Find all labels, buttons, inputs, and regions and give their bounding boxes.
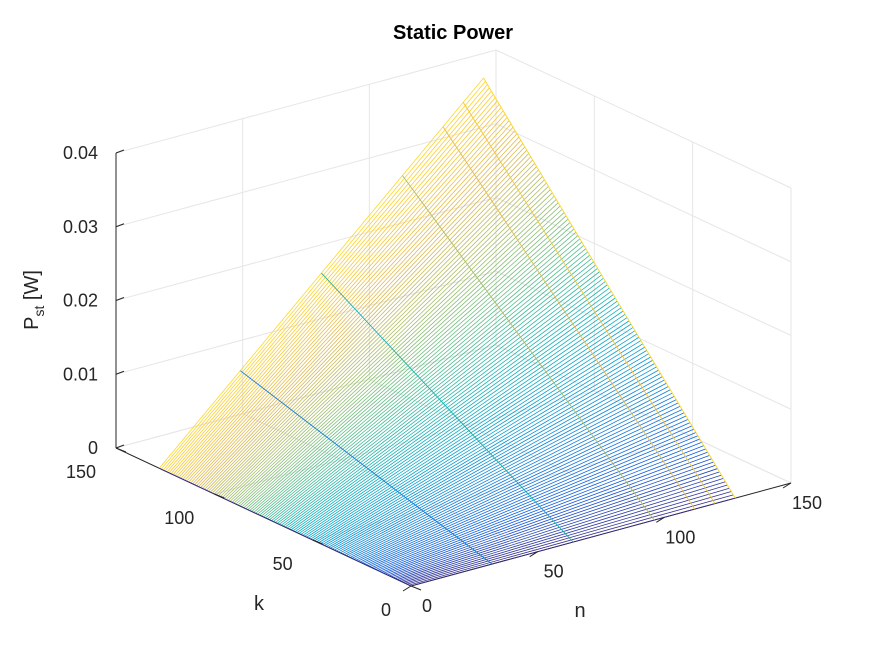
z-tick-label: 0.01: [63, 364, 98, 384]
x-tick-label: 0: [422, 596, 432, 616]
mesh-line-n: [240, 370, 493, 565]
mesh-line-n: [159, 467, 412, 587]
z-tick-label: 0.03: [63, 217, 98, 237]
z-tick-mark: [115, 444, 125, 449]
z-tick-label: 0.04: [63, 143, 98, 163]
y-tick-mark: [312, 539, 323, 545]
mesh-line-n: [402, 175, 655, 521]
chart-title: Static Power: [393, 22, 513, 44]
z-axis-label: Pst [W]: [21, 270, 47, 330]
x-tick-label: 100: [665, 527, 695, 547]
wall-grid-z: [115, 123, 497, 228]
wall-grid-z: [115, 344, 497, 449]
x-tick-mark: [529, 551, 538, 558]
z-tick-mark: [115, 223, 125, 228]
z-tick-mark: [115, 370, 125, 375]
y-axis-label: k: [254, 593, 265, 615]
grid-lines: [115, 49, 792, 587]
wall-grid-z: [495, 49, 792, 189]
y-tick-label: 50: [273, 554, 293, 574]
mesh-line-n: [462, 102, 716, 504]
mesh-line-n: [442, 126, 696, 510]
y-tick-mark: [214, 493, 225, 499]
z-tick-label: 0: [88, 438, 98, 458]
y-tick-mark: [410, 585, 422, 591]
wall-grid-z: [495, 344, 792, 484]
x-tick-label: 50: [544, 562, 564, 582]
x-axis-label: n: [574, 600, 585, 622]
y-tick-label: 150: [66, 462, 96, 482]
tick-labels: 0 50 100 150 0 50 100 150 0 0.01 0.02 0.03 0.04: [63, 143, 822, 620]
z-tick-label: 0.02: [63, 291, 98, 311]
mesh-line-n: [321, 272, 574, 543]
wall-grid-z: [495, 123, 792, 263]
mesh-line-n: [483, 77, 736, 499]
y-tick-label: 0: [381, 600, 391, 620]
surface-mesh: [158, 77, 736, 587]
y-tick-label: 100: [164, 508, 194, 528]
wall-grid-z: [495, 197, 792, 336]
y-tick-mark: [115, 447, 127, 453]
z-tick-mark: [115, 149, 125, 154]
x-tick-mark: [782, 482, 792, 489]
x-tick-label: 150: [792, 493, 822, 513]
floor-grid-k: [312, 436, 693, 541]
wall-grid-z: [115, 49, 497, 154]
x-tick-mark: [402, 585, 412, 592]
z-tick-mark: [115, 297, 125, 301]
x-tick-mark: [656, 516, 665, 523]
wall-grid-z: [115, 270, 497, 375]
wall-grid-z: [495, 270, 792, 410]
